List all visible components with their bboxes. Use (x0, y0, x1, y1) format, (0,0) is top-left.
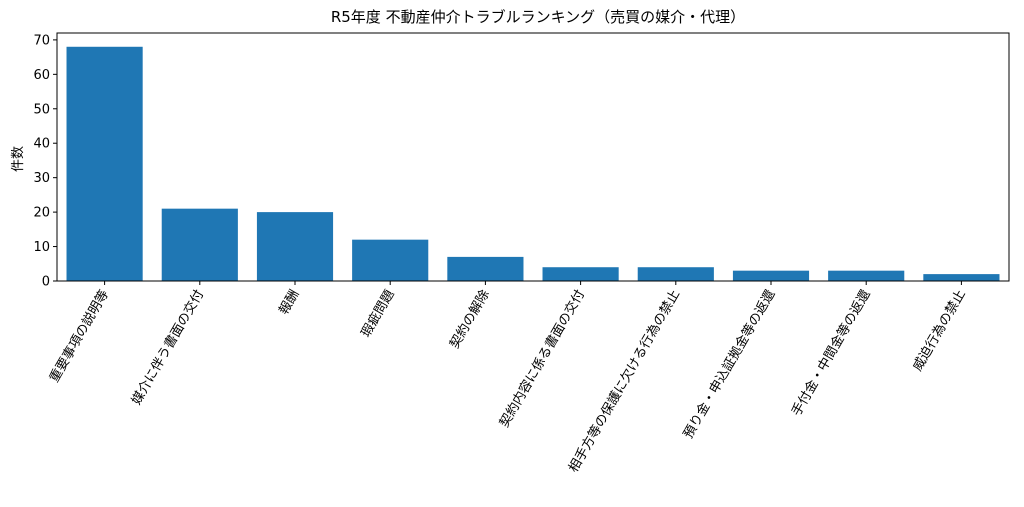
x-axis-ticks: 重要事項の説明等 媒介に伴う書面の交付 報酬 瑕疵問題 契約の解除 契約内容に係る書面の交… (46, 281, 969, 475)
x-tick-label: 威迫行為の禁止 (909, 287, 968, 374)
y-axis-ticks: 0 10 20 30 40 50 60 70 (33, 33, 57, 290)
bar-7 (637, 267, 714, 281)
y-tick-label: 50 (33, 102, 50, 117)
x-tick-label: 重要事項の説明等 (46, 287, 112, 385)
bar-8 (732, 270, 810, 281)
y-tick-label: 0 (42, 275, 50, 290)
y-axis-label: 件数 (11, 146, 26, 172)
y-tick-label: 10 (33, 240, 50, 255)
bar-9 (828, 270, 905, 281)
bar-1 (66, 46, 143, 282)
bars-group (66, 46, 1000, 282)
y-tick-label: 40 (33, 137, 50, 152)
bar-4 (352, 239, 429, 281)
x-tick-label: 預り金・申込証拠金等の返還 (680, 287, 778, 441)
y-tick-label: 70 (33, 33, 50, 48)
chart-title: R5年度 不動産仲介トラブルランキング（売買の媒介・代理） (331, 8, 745, 26)
bar-5 (447, 256, 524, 281)
x-tick-label: 瑕疵問題 (359, 288, 398, 341)
x-tick-label: 媒介に伴う書面の交付 (128, 287, 207, 408)
x-tick-label: 相手方等の保護に欠ける行為の禁止 (565, 287, 683, 475)
bar-2 (161, 208, 238, 281)
y-tick-label: 20 (33, 206, 50, 221)
x-tick-label: 契約内容に係る書面の交付 (496, 287, 588, 430)
x-tick-label: 契約の解除 (447, 288, 492, 352)
y-tick-label: 60 (33, 68, 50, 83)
bar-10 (923, 274, 1000, 281)
y-tick-label: 30 (33, 171, 50, 186)
bar-3 (256, 212, 334, 281)
plot-frame (56, 32, 1010, 282)
x-tick-label: 報酬 (276, 288, 302, 318)
bar-6 (542, 267, 619, 281)
x-tick-label: 手付金・中間金等の返還 (788, 287, 873, 419)
